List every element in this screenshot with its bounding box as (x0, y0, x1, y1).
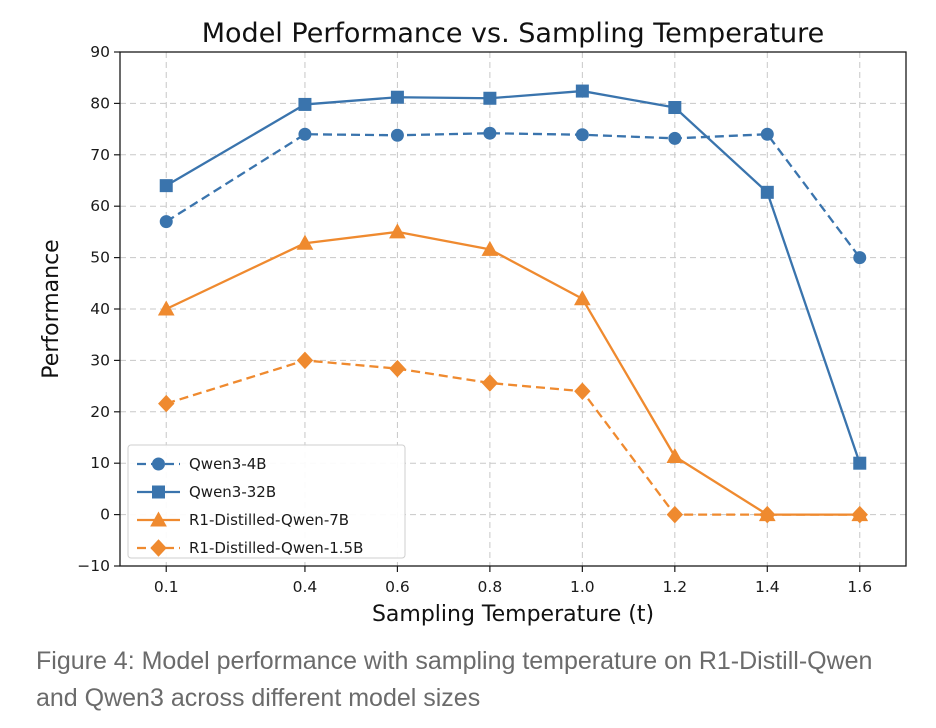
data-point (668, 101, 682, 115)
data-point (575, 128, 589, 142)
data-point (389, 359, 406, 378)
y-tick-label: −10 (77, 557, 110, 575)
data-point (483, 126, 497, 140)
y-tick-label: 0 (100, 506, 110, 524)
data-point (390, 128, 404, 142)
y-axis-ticks: −10 0 10 20 30 40 50 60 70 80 90 (77, 43, 120, 575)
y-tick-label: 60 (90, 197, 110, 215)
y-axis-label: Performance (39, 239, 64, 378)
legend-marker (152, 457, 165, 471)
legend-label: R1-Distilled-Qwen-7B (189, 511, 349, 529)
data-point (574, 382, 591, 400)
data-point (666, 447, 684, 464)
y-tick-label: 50 (90, 249, 110, 267)
data-point (668, 131, 682, 145)
series-line (165, 132, 861, 259)
data-point (389, 223, 406, 239)
series-line (165, 359, 860, 516)
data-point (574, 290, 591, 306)
legend-label: Qwen3-4B (189, 455, 267, 473)
legend-marker (150, 511, 167, 527)
data-point (390, 90, 404, 104)
legend-entry: R1-Distilled-Qwen-1.5B (137, 539, 363, 557)
data-point (481, 240, 499, 256)
series-r1-distilled-qwen-1-5b (158, 351, 868, 524)
data-point (481, 374, 499, 392)
x-tick-label: 1.6 (847, 578, 872, 596)
legend-label: R1-Distilled-Qwen-1.5B (189, 539, 363, 557)
y-tick-label: 80 (90, 94, 110, 112)
x-tick-label: 1.0 (570, 578, 595, 596)
series-lines (157, 84, 869, 524)
legend-entry: R1-Distilled-Qwen-7B (137, 511, 349, 529)
data-point (298, 97, 312, 111)
data-point (575, 84, 589, 98)
data-point (759, 505, 776, 524)
x-tick-label: 0.1 (154, 578, 179, 596)
data-point (298, 127, 312, 141)
y-tick-label: 20 (90, 403, 110, 421)
x-axis-label: Sampling Temperature (t) (372, 602, 654, 627)
data-point (158, 394, 175, 413)
y-tick-label: 40 (90, 300, 110, 318)
legend-entry: Qwen3-4B (137, 455, 267, 473)
x-tick-label: 1.2 (662, 578, 687, 596)
legend-marker (152, 485, 165, 499)
y-tick-label: 10 (90, 454, 110, 472)
series-qwen3-4b (159, 126, 867, 265)
data-point (296, 351, 314, 370)
legend-entry: Qwen3-32B (137, 483, 276, 501)
data-point (157, 300, 175, 316)
y-tick-label: 70 (90, 146, 110, 164)
data-point (483, 91, 497, 105)
x-tick-label: 0.6 (385, 578, 410, 596)
x-tick-label: 0.4 (293, 578, 318, 596)
data-point (853, 251, 867, 265)
series-line (165, 230, 860, 516)
data-point (159, 179, 173, 193)
legend-box (127, 444, 406, 559)
plot-frame (119, 51, 907, 567)
y-tick-label: 90 (90, 43, 110, 61)
legend: Qwen3-4B Qwen3-32B R1-Distilled-Qwen-7B R1-… (127, 444, 406, 559)
data-point (853, 456, 867, 470)
data-point (760, 127, 774, 141)
data-point (296, 234, 314, 250)
data-point (666, 505, 684, 524)
series-line (165, 89, 861, 464)
legend-label: Qwen3-32B (189, 483, 276, 501)
data-point (851, 505, 868, 524)
x-tick-label: 0.8 (478, 578, 503, 596)
y-tick-label: 30 (90, 351, 110, 369)
figure-caption: Figure 4: Model performance with samplin… (36, 647, 873, 712)
line-chart: Model Performance vs. Sampling Temperatu… (39, 18, 907, 627)
legend-marker (150, 539, 167, 557)
chart-title: Model Performance vs. Sampling Temperatu… (202, 18, 825, 49)
x-axis-ticks: 0.1 0.4 0.6 0.8 1.0 1.2 1.4 1.6 (154, 566, 872, 596)
data-point (159, 215, 173, 229)
data-point (760, 185, 774, 199)
x-tick-label: 1.4 (755, 578, 780, 596)
series-qwen3-32b (159, 84, 867, 470)
